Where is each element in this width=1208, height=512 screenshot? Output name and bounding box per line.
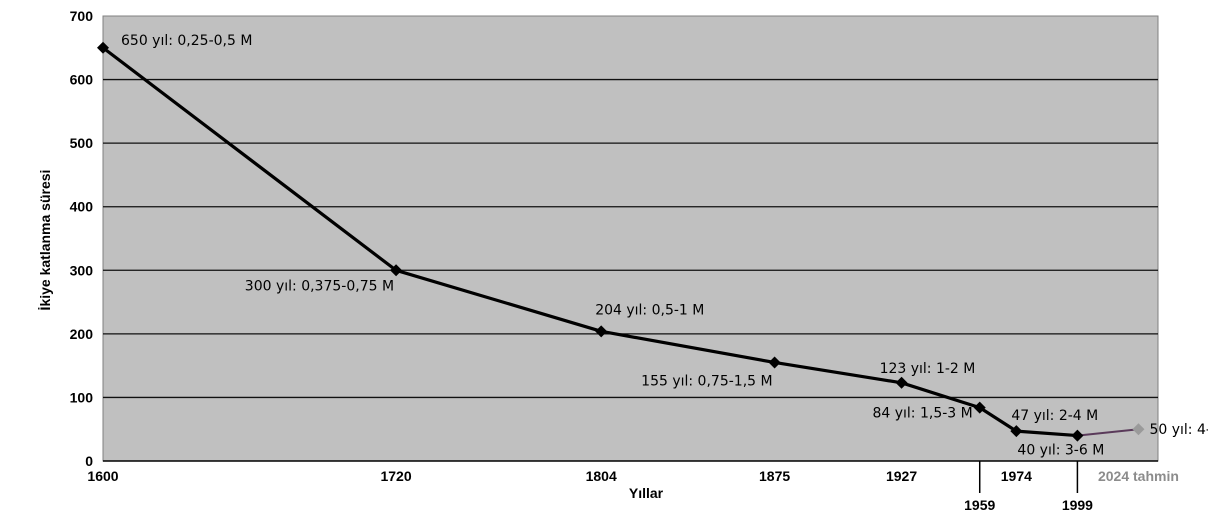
point-1974 [1010,425,1023,438]
data-label-1999: 40 yıl: 3-6 M [1017,443,1104,459]
plot-area [102,15,1159,462]
y-tick-labels: 0 100 200 300 400 500 600 700 [70,8,94,469]
data-label-1927: 123 yıl: 1-2 M [880,361,976,377]
x-tick-1927: 1927 [886,468,917,484]
x-tick-2024: 2024 tahmin [1098,468,1179,484]
point-1927 [895,376,908,389]
x-axis-title: Yıllar [629,485,664,501]
data-label-1720: 300 yıl: 0,375-0,75 M [245,278,394,294]
point-1999 [1071,429,1084,442]
y-tick-0: 0 [85,453,93,469]
point-2024 [1132,423,1145,436]
series-points [97,41,1145,442]
x-tick-1875: 1875 [759,468,790,484]
x-tick-1959: 1959 [964,497,995,512]
y-tick-200: 200 [70,326,94,342]
series-lines [102,46,1139,438]
data-label-2024: 50 yıl: 4-8 M [1149,422,1208,438]
y-tick-300: 300 [70,262,94,278]
x-tick-labels: 1600 1720 1804 1875 1927 1959 1974 1999 2024 tah… [87,468,1179,512]
data-label-1600: 650 yıl: 0,25-0,5 M [121,33,252,49]
y-tick-100: 100 [70,389,94,405]
y-tick-600: 600 [70,72,94,88]
series-line-projection [1077,428,1139,437]
data-label-1974: 47 yıl: 2-4 M [1011,408,1098,424]
x-tick-1999: 1999 [1062,497,1093,512]
x-tick-1600: 1600 [87,468,118,484]
data-label-1959: 84 yıl: 1,5-3 M [872,406,972,422]
x-tick-1720: 1720 [380,468,411,484]
point-1600 [97,41,109,54]
data-labels: 650 yıl: 0,25-0,5 M 300 yıl: 0,375-0,75 M… [121,33,1208,459]
point-1959 [973,401,986,414]
point-1804 [595,325,608,338]
point-1875 [768,356,781,369]
x-tick-lines [978,461,1079,493]
x-tick-1804: 1804 [586,468,617,484]
gridlines [103,78,1158,462]
y-tick-500: 500 [70,135,94,151]
x-tick-1974: 1974 [1001,468,1032,484]
series-line-historical [102,46,1078,438]
y-tick-400: 400 [70,199,94,215]
y-axis-title: İkiye katlanma süresi [37,170,53,311]
point-1720 [390,264,403,277]
y-tick-700: 700 [70,8,94,24]
data-label-1875: 155 yıl: 0,75-1,5 M [641,373,772,389]
data-label-1804: 204 yıl: 0,5-1 M [595,302,704,318]
